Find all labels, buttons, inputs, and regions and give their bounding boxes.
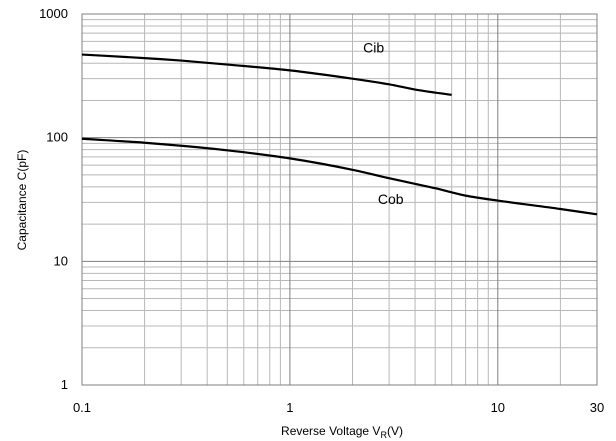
y-tick-label: 1 xyxy=(61,377,68,392)
y-tick-labels: 1 10 100 1000 xyxy=(39,6,68,392)
x-tick-label: 30 xyxy=(590,400,604,415)
plot-frame xyxy=(81,13,598,386)
minor-gridlines xyxy=(82,14,598,385)
y-tick-label: 10 xyxy=(54,253,68,268)
y-tick-label: 1000 xyxy=(39,6,68,21)
series-layer: Cib Cob xyxy=(81,39,598,216)
x-axis-title: Reverse Voltage VR(V) xyxy=(281,424,403,440)
series-line-cib xyxy=(81,53,452,96)
y-tick-label: 100 xyxy=(46,130,68,145)
x-tick-label: 0.1 xyxy=(73,400,91,415)
x-tick-label: 1 xyxy=(286,400,293,415)
x-tick-labels: 0.1 1 10 30 xyxy=(73,400,604,415)
series-label-cib: Cib xyxy=(363,39,384,55)
series-line-cob xyxy=(81,137,598,216)
y-axis-title: Capacitance C(pF) xyxy=(15,150,29,251)
major-gridlines xyxy=(81,14,597,386)
series-label-cob: Cob xyxy=(378,191,404,207)
x-tick-label: 10 xyxy=(491,400,505,415)
